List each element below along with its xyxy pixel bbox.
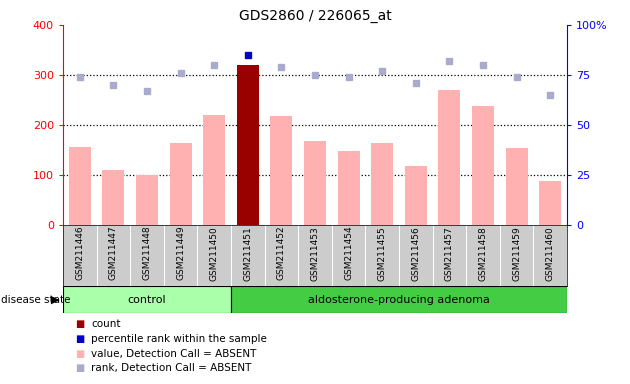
Bar [63,286,231,313]
Text: GSM211458: GSM211458 [479,226,488,281]
Bar [136,175,158,225]
Bar [231,286,567,313]
Text: disease state: disease state [1,295,70,305]
Text: control: control [128,295,166,305]
Bar [472,106,494,225]
Bar [371,143,393,225]
Text: GSM211451: GSM211451 [243,226,252,281]
Bar [338,151,360,225]
Bar [506,148,527,225]
Text: GSM211446: GSM211446 [76,226,84,280]
Text: GSM211455: GSM211455 [378,226,387,281]
Text: count: count [91,319,121,329]
Text: GSM211459: GSM211459 [512,226,521,281]
Text: GSM211450: GSM211450 [210,226,219,281]
Bar [203,115,225,225]
Text: GSM211454: GSM211454 [344,226,353,280]
Text: GSM211460: GSM211460 [546,226,554,281]
Text: GSM211456: GSM211456 [411,226,420,281]
Text: GSM211448: GSM211448 [142,226,151,280]
Text: ■: ■ [76,349,85,359]
Text: ■: ■ [76,334,85,344]
Text: GSM211452: GSM211452 [277,226,286,280]
Bar [405,166,427,225]
Bar [270,116,292,225]
Bar [169,143,192,225]
Text: GSM211453: GSM211453 [311,226,319,281]
Text: aldosterone-producing adenoma: aldosterone-producing adenoma [308,295,490,305]
Text: ▶: ▶ [52,295,60,305]
Bar [103,170,124,225]
Bar [438,90,461,225]
Text: GSM211457: GSM211457 [445,226,454,281]
Text: GSM211449: GSM211449 [176,226,185,280]
Text: ■: ■ [76,319,85,329]
Bar [539,181,561,225]
Text: value, Detection Call = ABSENT: value, Detection Call = ABSENT [91,349,257,359]
Title: GDS2860 / 226065_at: GDS2860 / 226065_at [239,8,391,23]
Text: rank, Detection Call = ABSENT: rank, Detection Call = ABSENT [91,363,252,373]
Bar [237,65,259,225]
Text: percentile rank within the sample: percentile rank within the sample [91,334,267,344]
Bar [304,141,326,225]
Text: ■: ■ [76,363,85,373]
Text: GSM211447: GSM211447 [109,226,118,280]
Bar [69,147,91,225]
